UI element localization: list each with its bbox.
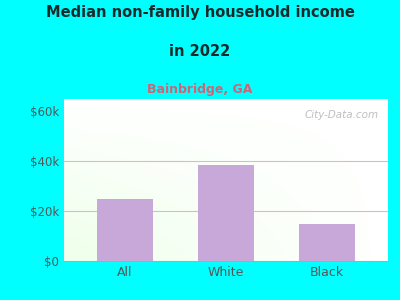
Bar <box>300 224 355 261</box>
Text: Median non-family household income: Median non-family household income <box>46 4 354 20</box>
Bar <box>198 165 254 261</box>
Text: in 2022: in 2022 <box>169 44 231 59</box>
Text: City-Data.com: City-Data.com <box>304 110 378 120</box>
Bar <box>97 199 152 261</box>
Text: Bainbridge, GA: Bainbridge, GA <box>147 82 253 95</box>
